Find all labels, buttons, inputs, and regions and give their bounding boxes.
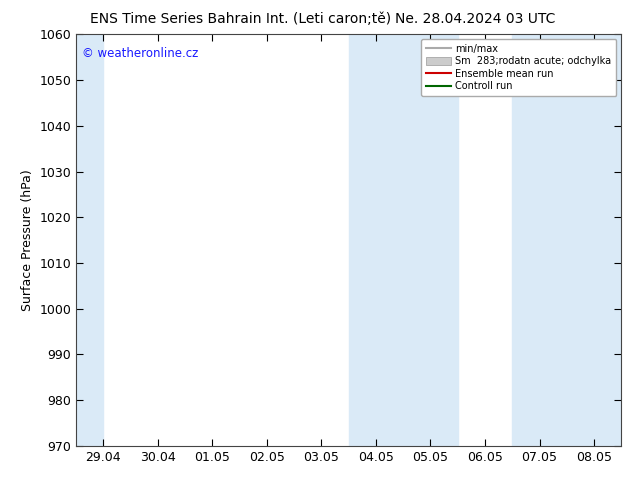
Bar	[349, 34, 458, 446]
Bar	[76, 34, 103, 446]
Y-axis label: Surface Pressure (hPa): Surface Pressure (hPa)	[21, 169, 34, 311]
Text: Ne. 28.04.2024 03 UTC: Ne. 28.04.2024 03 UTC	[396, 12, 555, 26]
Bar	[512, 34, 621, 446]
Text: ENS Time Series Bahrain Int. (Leti caron;tě): ENS Time Series Bahrain Int. (Leti caron…	[91, 12, 391, 26]
Legend: min/max, Sm  283;rodatn acute; odchylka, Ensemble mean run, Controll run: min/max, Sm 283;rodatn acute; odchylka, …	[422, 39, 616, 96]
Text: © weatheronline.cz: © weatheronline.cz	[82, 47, 198, 60]
